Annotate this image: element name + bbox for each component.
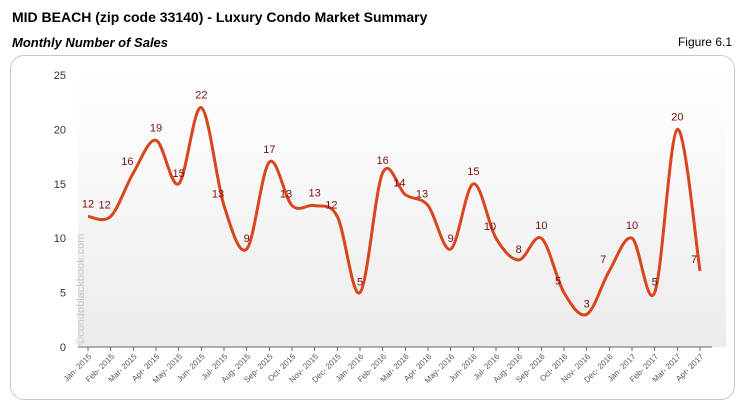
page-title: MID BEACH (zip code 33140) - Luxury Cond… bbox=[12, 9, 428, 25]
data-label: 10 bbox=[535, 220, 547, 232]
data-label: 16 bbox=[377, 155, 389, 167]
data-label: 20 bbox=[671, 111, 683, 123]
data-label: 13 bbox=[416, 189, 428, 201]
series-line bbox=[87, 106, 702, 317]
data-label: 5 bbox=[555, 276, 561, 288]
data-label: 22 bbox=[195, 90, 207, 102]
data-label: 7 bbox=[691, 254, 697, 266]
chart-subtitle: Monthly Number of Sales bbox=[12, 35, 169, 50]
data-label: 9 bbox=[244, 233, 250, 245]
y-tick-label: 20 bbox=[54, 124, 66, 136]
watermark: ©condoblackbook.com bbox=[75, 234, 87, 345]
data-label: 10 bbox=[626, 220, 638, 232]
y-tick-label: 15 bbox=[54, 179, 66, 191]
data-label: 10 bbox=[484, 221, 496, 233]
y-tick-label: 10 bbox=[54, 233, 66, 245]
data-label: 12 bbox=[325, 199, 337, 211]
data-label: 8 bbox=[516, 244, 522, 256]
data-label: 14 bbox=[393, 178, 405, 190]
y-tick-label: 5 bbox=[60, 288, 66, 300]
y-tick-label: 0 bbox=[60, 342, 66, 354]
data-label: 12 bbox=[99, 199, 111, 211]
data-label: 5 bbox=[652, 277, 658, 289]
data-label: 5 bbox=[357, 277, 363, 289]
data-label: 13 bbox=[280, 189, 292, 201]
data-label: 13 bbox=[212, 189, 224, 201]
plot-area bbox=[78, 70, 726, 347]
data-label: 9 bbox=[448, 233, 454, 245]
y-tick-label: 25 bbox=[54, 70, 66, 82]
data-label: 7 bbox=[600, 254, 606, 266]
figure-label: Figure 6.1 bbox=[677, 35, 732, 49]
data-label: 15 bbox=[173, 168, 185, 180]
data-label: 3 bbox=[584, 298, 590, 310]
data-label: 12 bbox=[82, 198, 94, 210]
data-label: 15 bbox=[467, 166, 479, 178]
data-label: 13 bbox=[309, 188, 321, 200]
data-label: 16 bbox=[121, 156, 133, 168]
data-label: 17 bbox=[263, 144, 275, 156]
data-label: 19 bbox=[150, 122, 162, 134]
